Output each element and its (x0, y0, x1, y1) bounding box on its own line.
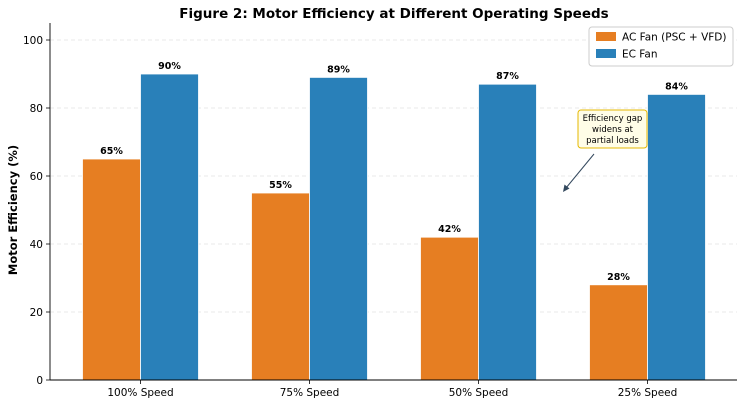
y-tick-label-100: 100 (23, 35, 43, 47)
data-label-ac-fan-2: 42% (438, 224, 461, 235)
bar-ec-fan-3 (647, 94, 706, 381)
annotation-box (577, 109, 648, 149)
bar-ec-fan-1 (309, 77, 368, 381)
data-label-ec-fan-3: 84% (665, 81, 688, 92)
legend-swatch-ac-fan (596, 32, 616, 41)
annotation-line-2: widens at (592, 125, 634, 135)
data-label-ac-fan-1: 55% (269, 180, 292, 191)
bar-ec-fan-0 (140, 73, 199, 381)
y-tick-label-0: 0 (36, 375, 43, 387)
annotation: Efficiency gap widens at partial loads (563, 109, 648, 192)
bar-ac-fan-1 (251, 192, 310, 381)
bar-ac-fan-3 (589, 284, 648, 381)
bars (82, 73, 706, 381)
y-tick-label-20: 20 (30, 307, 43, 319)
x-tick-label-2: 50% Speed (449, 387, 509, 399)
data-label-ec-fan-1: 89% (327, 64, 350, 75)
data-label-ac-fan-3: 28% (607, 272, 630, 283)
y-tick-label-80: 80 (30, 103, 43, 115)
chart-title: Figure 2: Motor Efficiency at Different … (179, 6, 608, 22)
bar-ac-fan-2 (420, 236, 479, 381)
data-label-ac-fan-0: 65% (100, 146, 123, 157)
annotation-arrowhead (563, 184, 570, 192)
legend-box (588, 26, 734, 67)
annotation-line-3: partial loads (586, 136, 639, 146)
bar-ac-fan-0 (82, 158, 141, 381)
annotation-line-1: Efficiency gap (583, 114, 643, 124)
y-tick-label-40: 40 (30, 239, 43, 251)
x-tick-label-0: 100% Speed (107, 387, 173, 399)
legend: AC Fan (PSC + VFD) EC Fan (588, 26, 734, 67)
x-tick-label-1: 75% Speed (280, 387, 340, 399)
legend-swatch-ec-fan (596, 49, 616, 58)
axes: 0 20 40 60 80 100 100% Speed 75% Speed 50% Speed… (23, 23, 737, 399)
legend-label-ac-fan: AC Fan (PSC + VFD) (622, 32, 726, 44)
annotation-arrow-line (565, 153, 595, 189)
data-label-ec-fan-0: 90% (158, 61, 181, 72)
y-tick-label-60: 60 (30, 171, 43, 183)
bar-ec-fan-2 (478, 83, 537, 381)
legend-label-ec-fan: EC Fan (622, 49, 657, 61)
data-label-ec-fan-2: 87% (496, 71, 519, 82)
data-labels: 65% 90% 55% 89% 42% 87% 28% 84% (100, 61, 688, 283)
x-tick-label-3: 25% Speed (618, 387, 678, 399)
y-axis-label: Motor Efficiency (%) (6, 145, 20, 275)
